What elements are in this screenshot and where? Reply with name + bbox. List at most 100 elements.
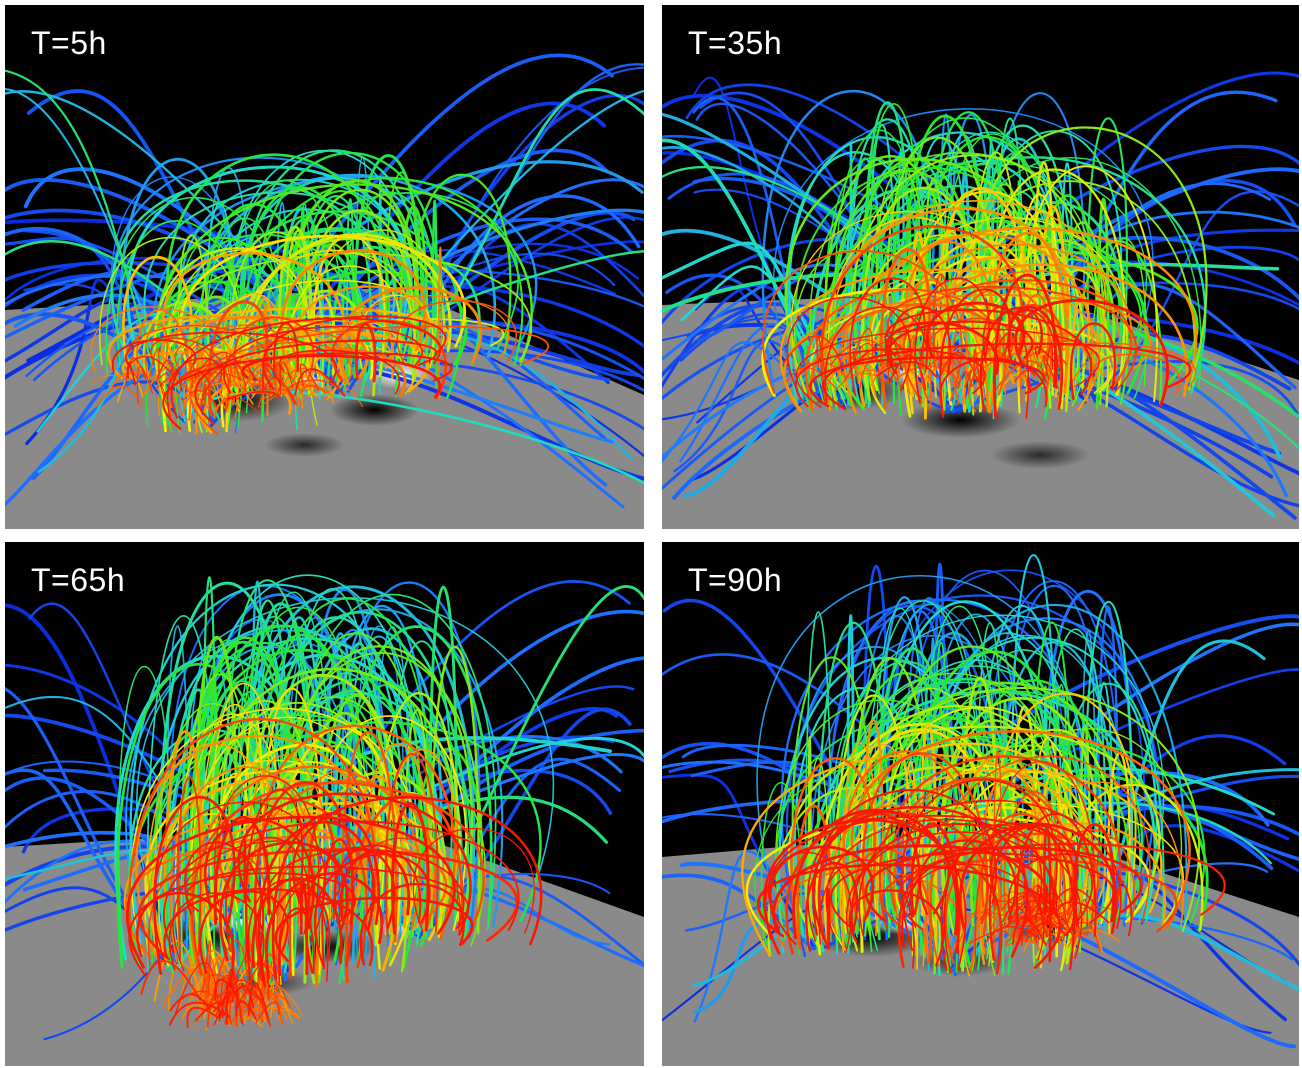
field-line <box>980 728 1182 977</box>
field-line <box>186 1006 219 1028</box>
field-line <box>278 886 329 987</box>
field-line <box>301 384 327 393</box>
field-line <box>880 247 932 409</box>
field-line <box>257 377 296 408</box>
field-line <box>189 954 200 1009</box>
field-line <box>999 373 1028 392</box>
field-line <box>897 859 1003 975</box>
field-line <box>957 370 974 389</box>
field-line <box>850 823 1055 935</box>
field-line <box>289 265 401 373</box>
field-line <box>984 231 1069 412</box>
field-line <box>244 962 270 1001</box>
panel-t90h: T=90h <box>662 542 1299 1066</box>
field-line <box>219 841 349 962</box>
field-line <box>756 575 1082 933</box>
field-line <box>146 267 644 374</box>
field-line <box>913 636 1158 922</box>
field-line <box>950 862 1269 971</box>
field-line <box>847 369 876 378</box>
field-line <box>983 925 1041 946</box>
field-line <box>273 322 299 372</box>
field-line <box>1014 369 1036 383</box>
field-line <box>884 308 1092 396</box>
field-line <box>201 953 220 999</box>
field-lines <box>662 71 1299 520</box>
field-line <box>182 390 218 408</box>
field-line <box>840 351 888 376</box>
field-line <box>125 357 147 382</box>
field-line <box>822 342 1192 411</box>
field-line <box>129 583 411 958</box>
field-line <box>218 979 272 1028</box>
field-line <box>804 611 832 943</box>
field-line <box>137 848 519 961</box>
field-line <box>221 292 287 387</box>
field-line <box>149 348 160 377</box>
field-line <box>787 725 1161 948</box>
field-line <box>5 830 288 982</box>
field-line <box>261 363 282 392</box>
field-line <box>236 585 476 943</box>
panel-t5h: T=5h <box>5 5 644 529</box>
field-line <box>306 385 363 407</box>
field-line <box>359 882 465 966</box>
field-line <box>792 808 959 940</box>
field-line <box>203 360 256 393</box>
field-line <box>123 812 434 953</box>
field-line <box>391 802 430 935</box>
field-line <box>147 847 266 967</box>
field-line <box>834 373 892 392</box>
field-line <box>994 360 1049 392</box>
panel-t35h: T=35h <box>662 5 1299 529</box>
field-line <box>259 392 302 408</box>
field-line <box>294 368 346 397</box>
field-line <box>214 978 239 1001</box>
field-line <box>181 1004 208 1019</box>
field-line <box>878 755 1122 930</box>
field-line <box>213 815 271 926</box>
field-line <box>168 324 298 427</box>
field-line <box>124 835 448 959</box>
field-line <box>276 384 298 406</box>
field-line <box>428 585 458 929</box>
field-line <box>174 962 221 1020</box>
field-line <box>769 845 874 933</box>
field-lines <box>5 53 644 509</box>
field-line <box>241 354 441 399</box>
field-line <box>849 154 1103 393</box>
field-line <box>936 187 1032 402</box>
field-line <box>153 795 236 976</box>
field-line <box>829 804 966 959</box>
field-line <box>216 781 485 946</box>
field-line <box>1025 165 1159 403</box>
field-line <box>152 703 272 954</box>
field-line <box>251 877 343 969</box>
field-line <box>795 348 986 408</box>
field-line <box>767 814 1094 945</box>
field-line <box>213 1010 223 1026</box>
panel-time-label: T=65h <box>31 562 126 598</box>
field-line <box>154 372 171 385</box>
field-line <box>183 362 225 378</box>
field-line <box>312 233 386 383</box>
field-line <box>5 88 168 370</box>
field-line <box>170 317 442 419</box>
field-line <box>278 907 315 977</box>
field-line <box>299 363 320 391</box>
field-line <box>167 252 532 372</box>
field-line <box>144 323 169 376</box>
field-line <box>988 825 1076 971</box>
field-line <box>135 735 366 956</box>
field-line <box>848 768 1163 923</box>
field-line <box>848 342 881 382</box>
field-line <box>867 233 1095 402</box>
field-line <box>246 983 303 1020</box>
field-line <box>128 872 357 976</box>
field-line <box>128 718 377 952</box>
field-line <box>99 236 244 374</box>
field-line <box>235 1000 257 1020</box>
field-line <box>174 326 352 371</box>
field-line <box>126 815 456 969</box>
panel-time-label: T=5h <box>31 25 107 61</box>
